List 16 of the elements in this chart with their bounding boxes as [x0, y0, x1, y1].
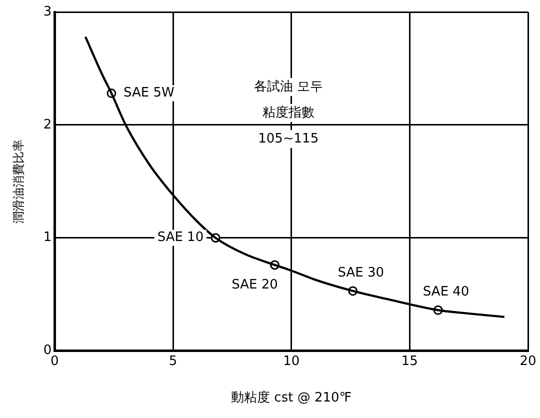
x-axis-title: 動粘度 cst @ 210℉	[231, 390, 352, 406]
y-axis-title: 潤滑油消費比率	[11, 139, 26, 224]
annotation: 各試油 모두 粘度指數 105~115	[254, 79, 323, 146]
x-tick-label: 20	[520, 354, 536, 369]
x-tick-label: 5	[168, 354, 178, 369]
annotation: SAE 10	[157, 230, 204, 246]
annotation: SAE 20	[232, 277, 278, 292]
annotation: SAE 5W	[123, 86, 174, 101]
annotation: SAE 40	[422, 284, 470, 300]
x-tick-label: 15	[401, 354, 418, 369]
y-tick-label: 2	[43, 117, 52, 132]
x-tick-label: 10	[283, 354, 300, 369]
y-tick-label: 1	[43, 230, 52, 246]
y-tick-label: 3	[43, 4, 52, 20]
annotation: SAE 30	[338, 265, 384, 280]
y-tick-label: 0	[43, 343, 52, 358]
